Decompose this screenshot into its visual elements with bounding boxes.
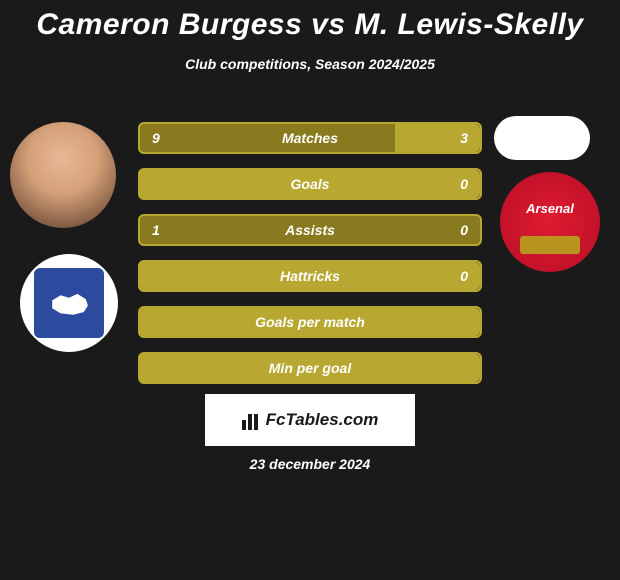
stats-container: 9Matches3Goals01Assists0Hattricks0Goals … — [138, 122, 482, 398]
player-photo-left — [10, 122, 116, 228]
player-photo-right — [494, 116, 590, 160]
club-badge-left — [20, 254, 118, 352]
stat-value-right: 0 — [460, 222, 468, 238]
arsenal-badge-text: Arsenal — [526, 201, 574, 216]
stat-label: Goals per match — [255, 314, 365, 330]
comparison-title: Cameron Burgess vs M. Lewis-Skelly — [0, 0, 620, 42]
stat-fill-left — [140, 124, 395, 152]
stat-row: Goals per match — [138, 306, 482, 338]
cannon-icon — [520, 236, 580, 254]
watermark-badge: FcTables.com — [205, 394, 415, 446]
stat-label: Goals — [291, 176, 330, 192]
stat-label: Assists — [285, 222, 335, 238]
stat-row: Hattricks 0 — [138, 260, 482, 292]
stat-value-left: 1 — [152, 222, 160, 238]
club-badge-right: Arsenal — [500, 172, 600, 272]
stat-label: Matches — [282, 130, 338, 146]
stat-row: 9 Matches 3 — [138, 122, 482, 154]
stat-row: Min per goal — [138, 352, 482, 384]
stat-row: Goals 0 — [138, 168, 482, 200]
stat-label: Hattricks — [280, 268, 340, 284]
ipswich-badge-icon — [34, 268, 104, 338]
stat-row: 1 Assists 0 — [138, 214, 482, 246]
bars-icon — [242, 410, 262, 430]
stat-value-left: 9 — [152, 130, 160, 146]
stat-value-right: 0 — [460, 268, 468, 284]
stat-value-right: 3 — [460, 130, 468, 146]
watermark-text: FcTables.com — [266, 410, 379, 430]
generation-date: 23 december 2024 — [250, 456, 371, 472]
stat-label: Min per goal — [269, 360, 351, 376]
comparison-subtitle: Club competitions, Season 2024/2025 — [0, 56, 620, 72]
stat-value-right: 0 — [460, 176, 468, 192]
